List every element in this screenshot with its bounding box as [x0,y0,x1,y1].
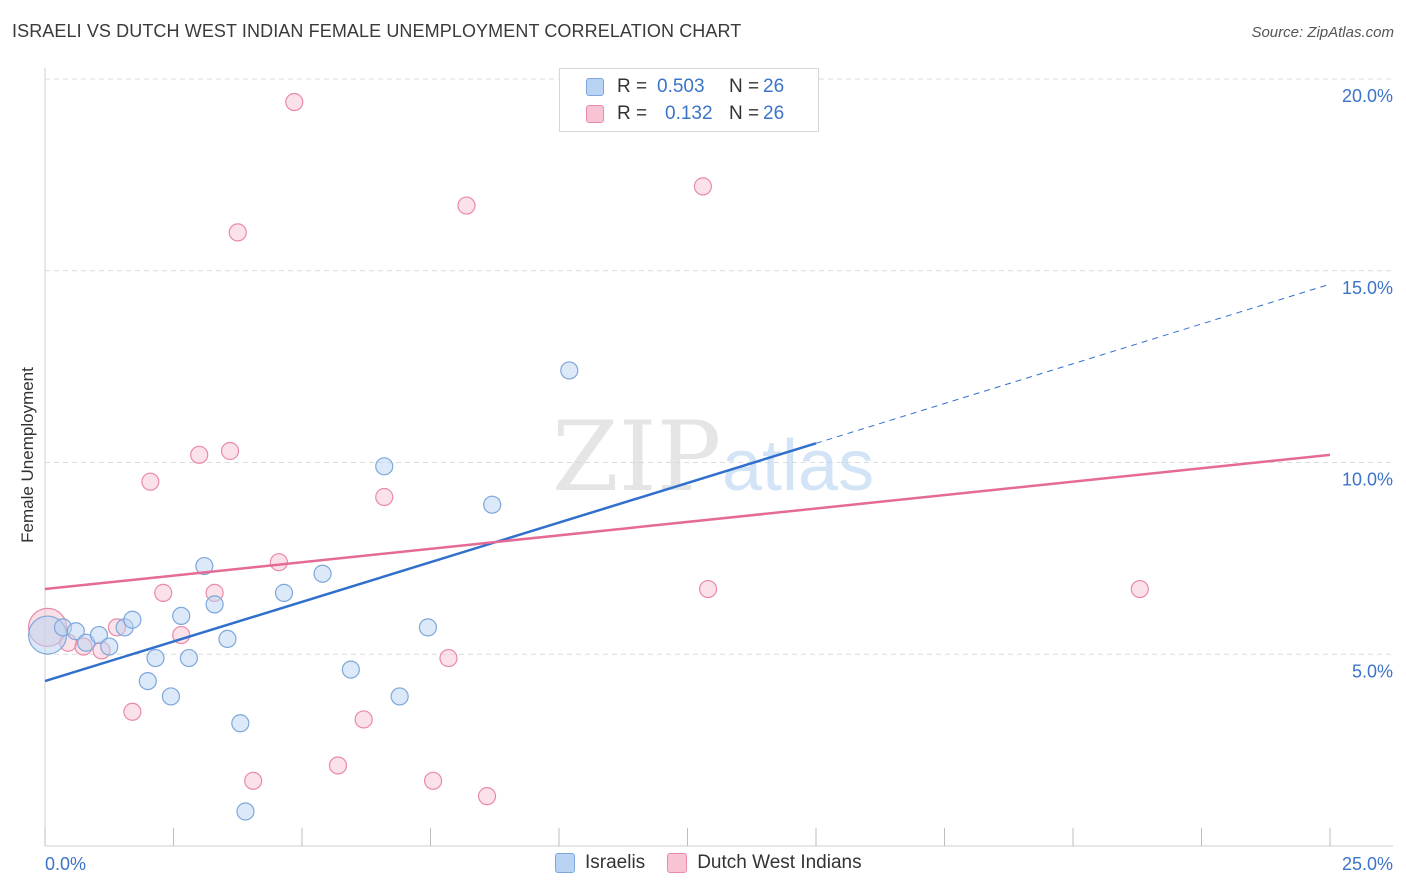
israelis-trend-extension [815,283,1331,444]
legend-swatch-israelis [586,78,604,96]
israelis-point [313,564,332,583]
y-tick-label: 10.0% [1342,470,1393,490]
dutch-west-indians-point [698,579,718,599]
dutch-west-indians-point [354,710,373,729]
israelis-points [27,361,579,821]
y-tick-label: 15.0% [1342,278,1393,298]
y-tick-label: 5.0% [1352,661,1393,681]
dutch-west-indians-point [285,92,304,112]
israelis-point [375,457,394,476]
israelis-point [146,648,165,668]
israelis-point [100,637,119,656]
israelis-point [231,714,250,733]
legend-swatch-dutch-west-indians [586,105,604,123]
dutch-west-indians-point [123,702,142,721]
israelis-point [172,606,191,626]
y-axis-label: Female Unemployment [18,367,37,543]
israelis-point [138,671,157,691]
israelis-point [390,687,409,706]
zipatlas-watermark: ZIP atlas [552,401,874,513]
israelis-point [161,687,181,706]
dutch-west-indians-point [477,787,497,806]
israelis-point [66,622,85,641]
legend-r-label: R = [617,103,648,124]
series-label-dutch-west-indians: Dutch West Indians [697,852,862,873]
dutch-west-indians-point [375,487,394,507]
x-tick-label: 25.0% [1342,854,1393,874]
source-credit: Source: ZipAtlas.com [1251,24,1394,41]
legend-n-label: N = [729,103,760,124]
dutch-west-indians-point [693,177,713,196]
legend-row-israelis: R = 0.503 N = 26 [586,75,784,99]
tick-labels: 5.0% 10.0% 15.0% 20.0% 0.0% 25.0% [45,86,1393,874]
israelis-point [218,629,237,649]
dutch-west-indians-point [220,441,240,461]
legend-r-value: 0.503 [657,76,705,97]
israelis-point [123,610,142,629]
series-label-israelis: Israelis [585,852,646,873]
israelis-point [89,625,109,645]
dutch-west-indians-point [190,445,209,464]
israelis-point [560,361,579,380]
dutch-west-indians-point [154,583,173,602]
watermark-zip: ZIP [552,401,721,513]
israelis-point [274,583,294,602]
israelis-point [236,802,255,821]
dutch-west-indians-trend-line [44,453,1331,591]
dutch-west-indians-point [141,472,160,491]
series-legend-israelis[interactable]: Israelis [555,852,645,874]
x-tick-label: 0.0% [45,854,86,874]
dutch-west-indians-point [228,223,247,242]
legend-n-value: 26 [763,76,785,97]
series-legend-dutch-west-indians[interactable]: Dutch West Indians [667,852,862,874]
israelis-point [195,556,214,576]
dutch-west-indians-point [244,771,263,790]
legend-n-label: N = [729,76,760,97]
series-swatch-israelis [555,853,575,873]
legend-row-dutch-west-indians: R = 0.132 N = 26 [586,102,784,126]
y-tick-label: 20.0% [1342,86,1393,106]
legend-r-label: R = [617,76,648,97]
legend-r-value: 0.132 [665,103,713,124]
dutch-west-indians-point [269,553,288,572]
israelis-point [179,648,199,668]
chart-title: ISRAELI VS DUTCH WEST INDIAN FEMALE UNEM… [12,21,742,41]
axes [44,68,1393,847]
series-legend: Israelis Dutch West Indians [555,852,884,874]
dutch-west-indians-point [457,196,476,215]
israelis-trend-line [44,442,817,683]
israelis-point [418,618,438,637]
dutch-west-indians-point [328,756,348,775]
series-swatch-dutch-west-indians [667,853,688,873]
dutch-west-indians-point [439,648,458,668]
dutch-west-indians-point [1130,579,1149,599]
trend-lines [44,283,1331,683]
israelis-point [205,595,224,614]
watermark-atlas: atlas [722,426,874,506]
israelis-point [483,495,502,514]
legend-n-value: 26 [763,103,785,124]
dutch-west-indians-point [423,771,443,790]
israelis-point [341,660,360,679]
correlation-legend: R = 0.503 N = 26 R = 0.132 N = 26 [559,68,819,132]
